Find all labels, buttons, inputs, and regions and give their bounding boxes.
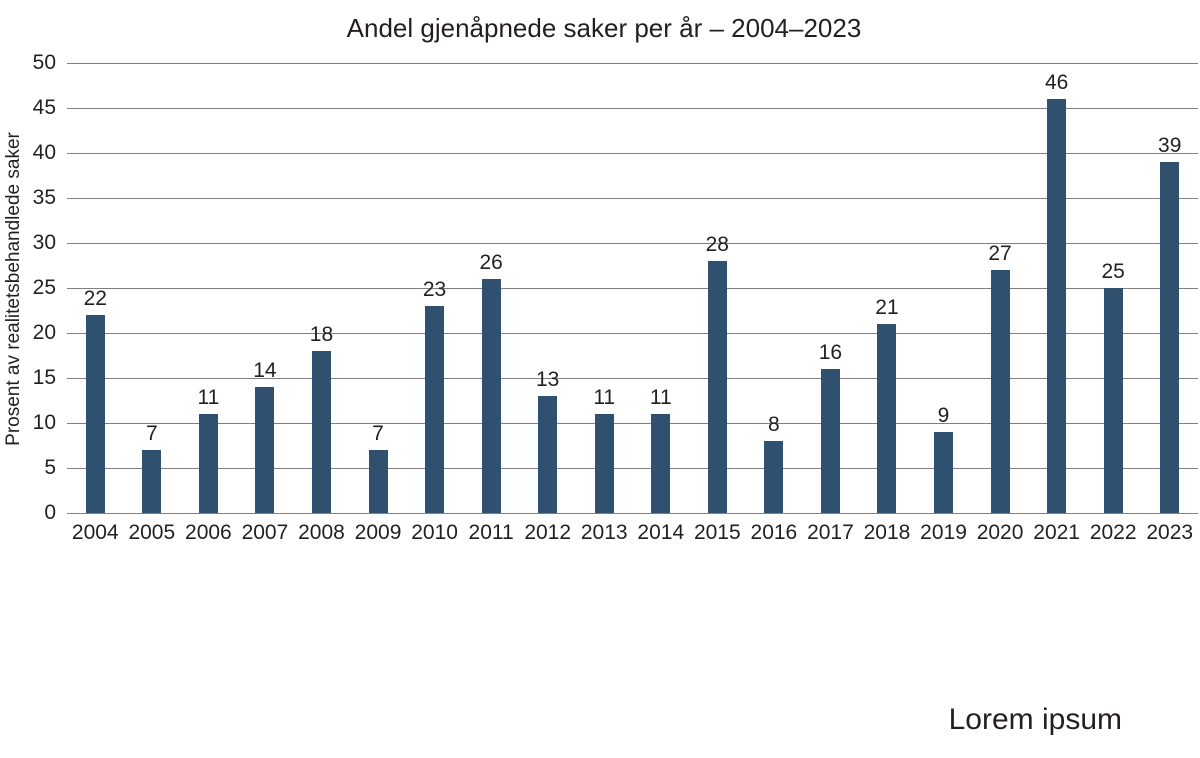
y-axis-tick-label: 35 (32, 186, 56, 209)
bar (538, 396, 558, 513)
y-axis-tick-label: 50 (32, 51, 56, 74)
bar (142, 450, 162, 513)
x-axis-tick-label: 2018 (863, 521, 911, 544)
bar-value-label: 14 (253, 359, 277, 382)
bar (481, 279, 501, 513)
x-axis-tick-label: 2014 (637, 521, 685, 544)
gridline (67, 108, 1198, 109)
x-axis-tick-label: 2023 (1146, 521, 1194, 544)
chart-title: Andel gjenåpnede saker per år – 2004–202… (346, 13, 862, 43)
bar-value-label: 22 (83, 287, 107, 310)
bar-value-label: 11 (649, 386, 672, 409)
bar-value-label: 23 (422, 278, 447, 301)
y-axis-tick-label: 10 (32, 411, 56, 434)
y-axis-tick-label: 15 (32, 366, 56, 389)
bar-value-label: 11 (197, 386, 220, 409)
x-axis-tick-label: 2011 (468, 521, 514, 544)
bar (85, 315, 105, 513)
gridline (67, 378, 1198, 379)
x-axis-tick-label: 2019 (920, 521, 967, 544)
gridline (67, 153, 1198, 154)
x-axis-tick-label: 2022 (1089, 521, 1137, 544)
x-axis-tick-label: 2021 (1033, 521, 1080, 544)
bar-value-label: 27 (988, 242, 1012, 265)
x-axis-tick-label: 2013 (580, 521, 628, 544)
bar-value-label: 25 (1101, 260, 1125, 283)
bar-value-label: 9 (937, 404, 950, 427)
y-axis-tick-label: 5 (44, 456, 56, 479)
x-axis-tick-label: 2016 (750, 521, 798, 544)
y-axis-tick-label: 0 (44, 501, 56, 524)
bar (877, 324, 897, 513)
gridline (67, 198, 1198, 199)
bar-value-label: 46 (1044, 71, 1069, 94)
y-axis-tick-label: 30 (32, 231, 56, 254)
bar-value-label: 13 (535, 368, 560, 391)
bar (368, 450, 388, 513)
x-axis-tick-label: 2006 (185, 521, 232, 544)
x-axis-tick-label: 2010 (411, 521, 458, 544)
y-axis-tick-label: 20 (32, 321, 56, 344)
gridline (67, 243, 1198, 244)
bar (255, 387, 275, 513)
bar (651, 414, 671, 513)
bar-value-label: 7 (145, 422, 158, 445)
y-axis-tick-label: 25 (32, 276, 56, 299)
y-axis-tick-labels: 0 5 10 15 20 25 30 35 40 45 50 (0, 0, 56, 758)
bar-value-label: 16 (818, 341, 843, 364)
y-axis-tick-label: 40 (32, 141, 56, 164)
bar (820, 369, 840, 513)
x-axis-tick-label: 2005 (128, 521, 176, 544)
x-axis-tick-label: 2004 (71, 521, 119, 544)
x-axis-tick-label: 2012 (524, 521, 572, 544)
bar (594, 414, 614, 513)
gridline (67, 63, 1198, 64)
bar (990, 270, 1010, 513)
gridline (67, 333, 1198, 334)
bar (934, 432, 954, 513)
bar-value-label: 21 (875, 296, 899, 319)
bar-value-label: 39 (1158, 134, 1182, 157)
footer-label: Lorem ipsum (948, 703, 1122, 736)
bar (1160, 162, 1180, 513)
bar (764, 441, 784, 513)
x-axis-tick-label: 2009 (354, 521, 402, 544)
x-axis-tick-label: 2008 (298, 521, 345, 544)
bar (707, 261, 727, 513)
x-axis-tick-label: 2017 (807, 521, 854, 544)
bar (1103, 288, 1123, 513)
x-axis-tick-label: 2007 (241, 521, 289, 544)
gridline (67, 513, 1198, 514)
bar-value-label: 11 (593, 386, 616, 409)
x-axis-tick-label: 2015 (693, 521, 741, 544)
bar (425, 306, 445, 513)
bar (311, 351, 331, 513)
bar (1047, 99, 1067, 513)
y-axis-tick-label: 45 (32, 96, 56, 119)
gridline (67, 423, 1198, 424)
bar-value-label: 28 (705, 233, 729, 256)
plot-area: 22 2004 7 2005 11 2006 14 2007 18 2008 7 2009 23 2010… (67, 63, 1198, 544)
x-axis-tick-label: 2020 (976, 521, 1024, 544)
bar-value-label: 18 (309, 323, 334, 346)
bar-value-label: 7 (372, 422, 384, 445)
bar (198, 414, 218, 513)
bar-value-label: 8 (768, 413, 780, 436)
bar-value-label: 26 (479, 251, 503, 274)
gridline (67, 468, 1198, 469)
gridline (67, 288, 1198, 289)
